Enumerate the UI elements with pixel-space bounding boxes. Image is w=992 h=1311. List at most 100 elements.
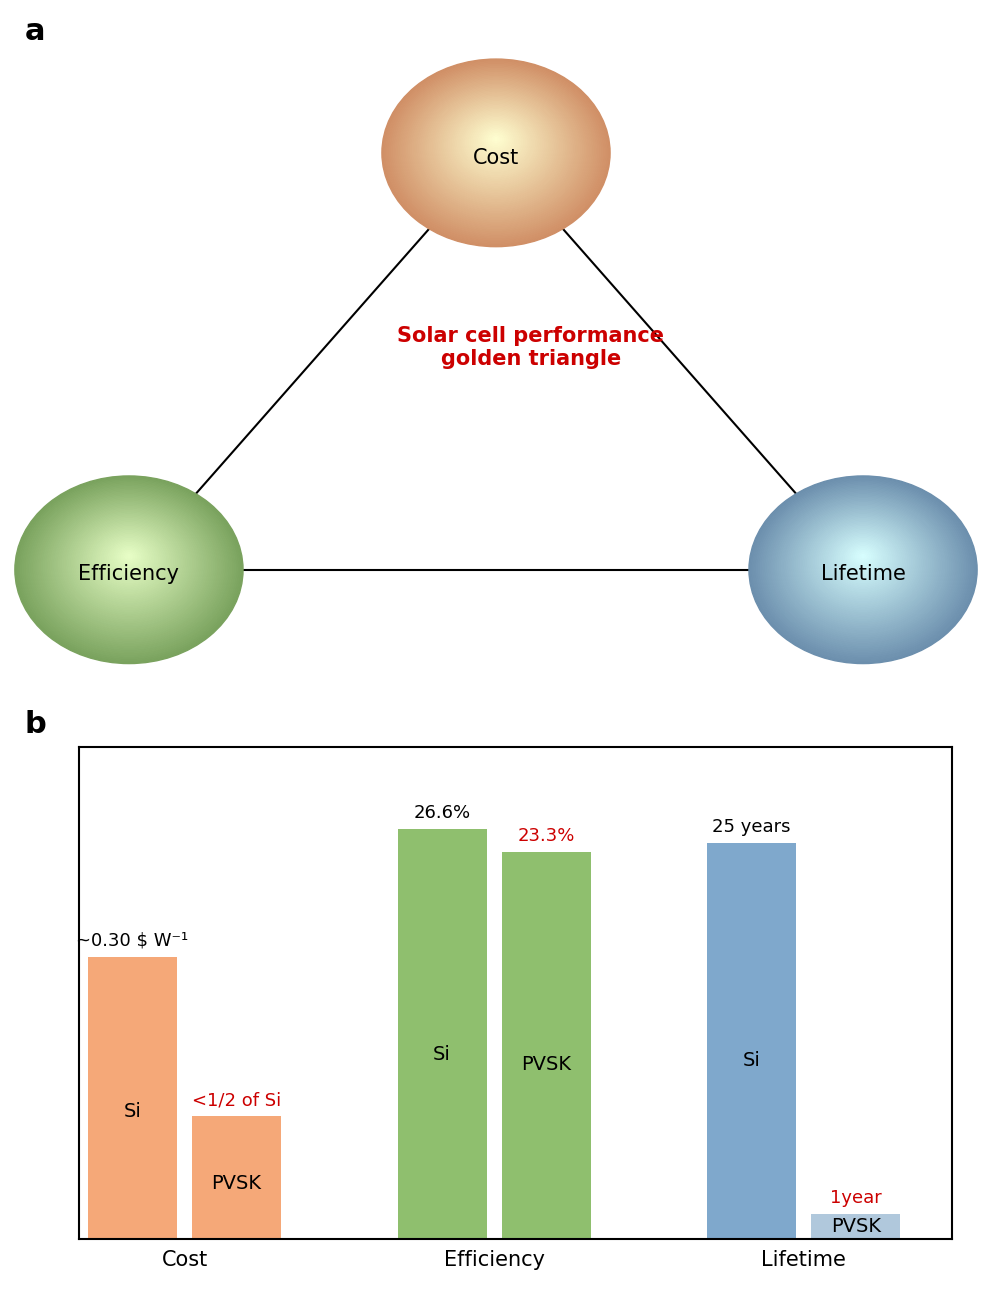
Ellipse shape [770, 490, 956, 644]
Ellipse shape [825, 530, 901, 591]
Ellipse shape [490, 135, 502, 144]
Ellipse shape [411, 79, 581, 220]
Ellipse shape [846, 544, 880, 572]
Ellipse shape [467, 119, 525, 165]
Ellipse shape [817, 524, 909, 599]
Ellipse shape [382, 59, 610, 246]
Ellipse shape [413, 80, 579, 218]
Ellipse shape [774, 493, 952, 640]
Ellipse shape [435, 96, 557, 197]
Ellipse shape [70, 514, 187, 611]
Ellipse shape [857, 552, 869, 561]
Ellipse shape [106, 540, 152, 577]
Ellipse shape [36, 490, 222, 644]
Ellipse shape [787, 502, 939, 628]
Ellipse shape [418, 84, 574, 212]
Ellipse shape [407, 76, 585, 223]
Ellipse shape [759, 482, 967, 654]
Ellipse shape [405, 75, 587, 225]
Ellipse shape [760, 484, 965, 653]
Ellipse shape [119, 549, 139, 565]
Text: Solar cell performance
golden triangle: Solar cell performance golden triangle [397, 326, 665, 368]
Ellipse shape [821, 527, 905, 595]
Ellipse shape [803, 513, 924, 614]
Ellipse shape [483, 130, 509, 151]
Text: 1year: 1year [830, 1189, 882, 1207]
Ellipse shape [401, 72, 591, 228]
Ellipse shape [85, 526, 173, 597]
Ellipse shape [815, 523, 911, 600]
Ellipse shape [492, 136, 500, 143]
Ellipse shape [32, 488, 226, 648]
Ellipse shape [475, 125, 517, 159]
Bar [398, 830, 487, 1239]
Ellipse shape [780, 497, 946, 635]
Bar [502, 852, 591, 1239]
Ellipse shape [110, 543, 148, 574]
Ellipse shape [21, 480, 237, 658]
Ellipse shape [114, 545, 144, 570]
Text: PVSK: PVSK [830, 1217, 881, 1236]
Ellipse shape [446, 105, 546, 186]
Ellipse shape [853, 549, 873, 565]
Text: ~0.30 $ W⁻¹: ~0.30 $ W⁻¹ [76, 932, 188, 950]
Text: Lifetime: Lifetime [820, 565, 906, 585]
Ellipse shape [102, 538, 156, 581]
Ellipse shape [850, 547, 876, 568]
Ellipse shape [393, 67, 599, 236]
Ellipse shape [811, 519, 915, 604]
Ellipse shape [785, 501, 941, 629]
Ellipse shape [848, 545, 878, 570]
Ellipse shape [454, 110, 538, 178]
Ellipse shape [795, 507, 931, 620]
Ellipse shape [471, 122, 521, 163]
Bar [88, 957, 178, 1239]
Ellipse shape [494, 138, 498, 140]
Ellipse shape [38, 492, 220, 642]
Ellipse shape [55, 503, 203, 625]
Ellipse shape [428, 90, 564, 203]
Ellipse shape [473, 123, 519, 160]
Ellipse shape [772, 492, 954, 642]
Ellipse shape [15, 476, 243, 663]
Ellipse shape [51, 501, 207, 629]
Ellipse shape [859, 553, 867, 560]
Ellipse shape [437, 97, 555, 194]
Ellipse shape [48, 498, 210, 633]
Ellipse shape [784, 499, 942, 631]
Ellipse shape [861, 555, 865, 557]
Ellipse shape [81, 523, 177, 600]
Ellipse shape [34, 489, 224, 645]
Ellipse shape [463, 117, 529, 169]
Ellipse shape [108, 541, 150, 576]
Bar [707, 843, 797, 1239]
Ellipse shape [384, 60, 608, 245]
Ellipse shape [799, 510, 928, 616]
Ellipse shape [430, 92, 562, 202]
Ellipse shape [399, 71, 593, 231]
Ellipse shape [834, 536, 892, 582]
Text: Efficiency: Efficiency [78, 565, 180, 585]
Ellipse shape [61, 507, 197, 620]
Ellipse shape [465, 118, 527, 168]
Ellipse shape [79, 522, 179, 603]
Ellipse shape [809, 518, 917, 606]
Ellipse shape [49, 499, 209, 631]
Ellipse shape [819, 526, 907, 597]
Ellipse shape [40, 493, 218, 640]
Ellipse shape [104, 539, 154, 579]
Ellipse shape [434, 94, 558, 198]
Text: PVSK: PVSK [521, 1055, 571, 1074]
Ellipse shape [100, 536, 158, 582]
Ellipse shape [484, 131, 507, 149]
Ellipse shape [30, 486, 228, 649]
Text: a: a [25, 17, 46, 46]
Ellipse shape [125, 553, 133, 560]
Ellipse shape [91, 530, 167, 591]
Ellipse shape [458, 113, 534, 174]
Text: Cost: Cost [473, 148, 519, 168]
Ellipse shape [403, 73, 589, 227]
Ellipse shape [68, 513, 189, 614]
Ellipse shape [64, 510, 193, 616]
Ellipse shape [844, 543, 882, 574]
